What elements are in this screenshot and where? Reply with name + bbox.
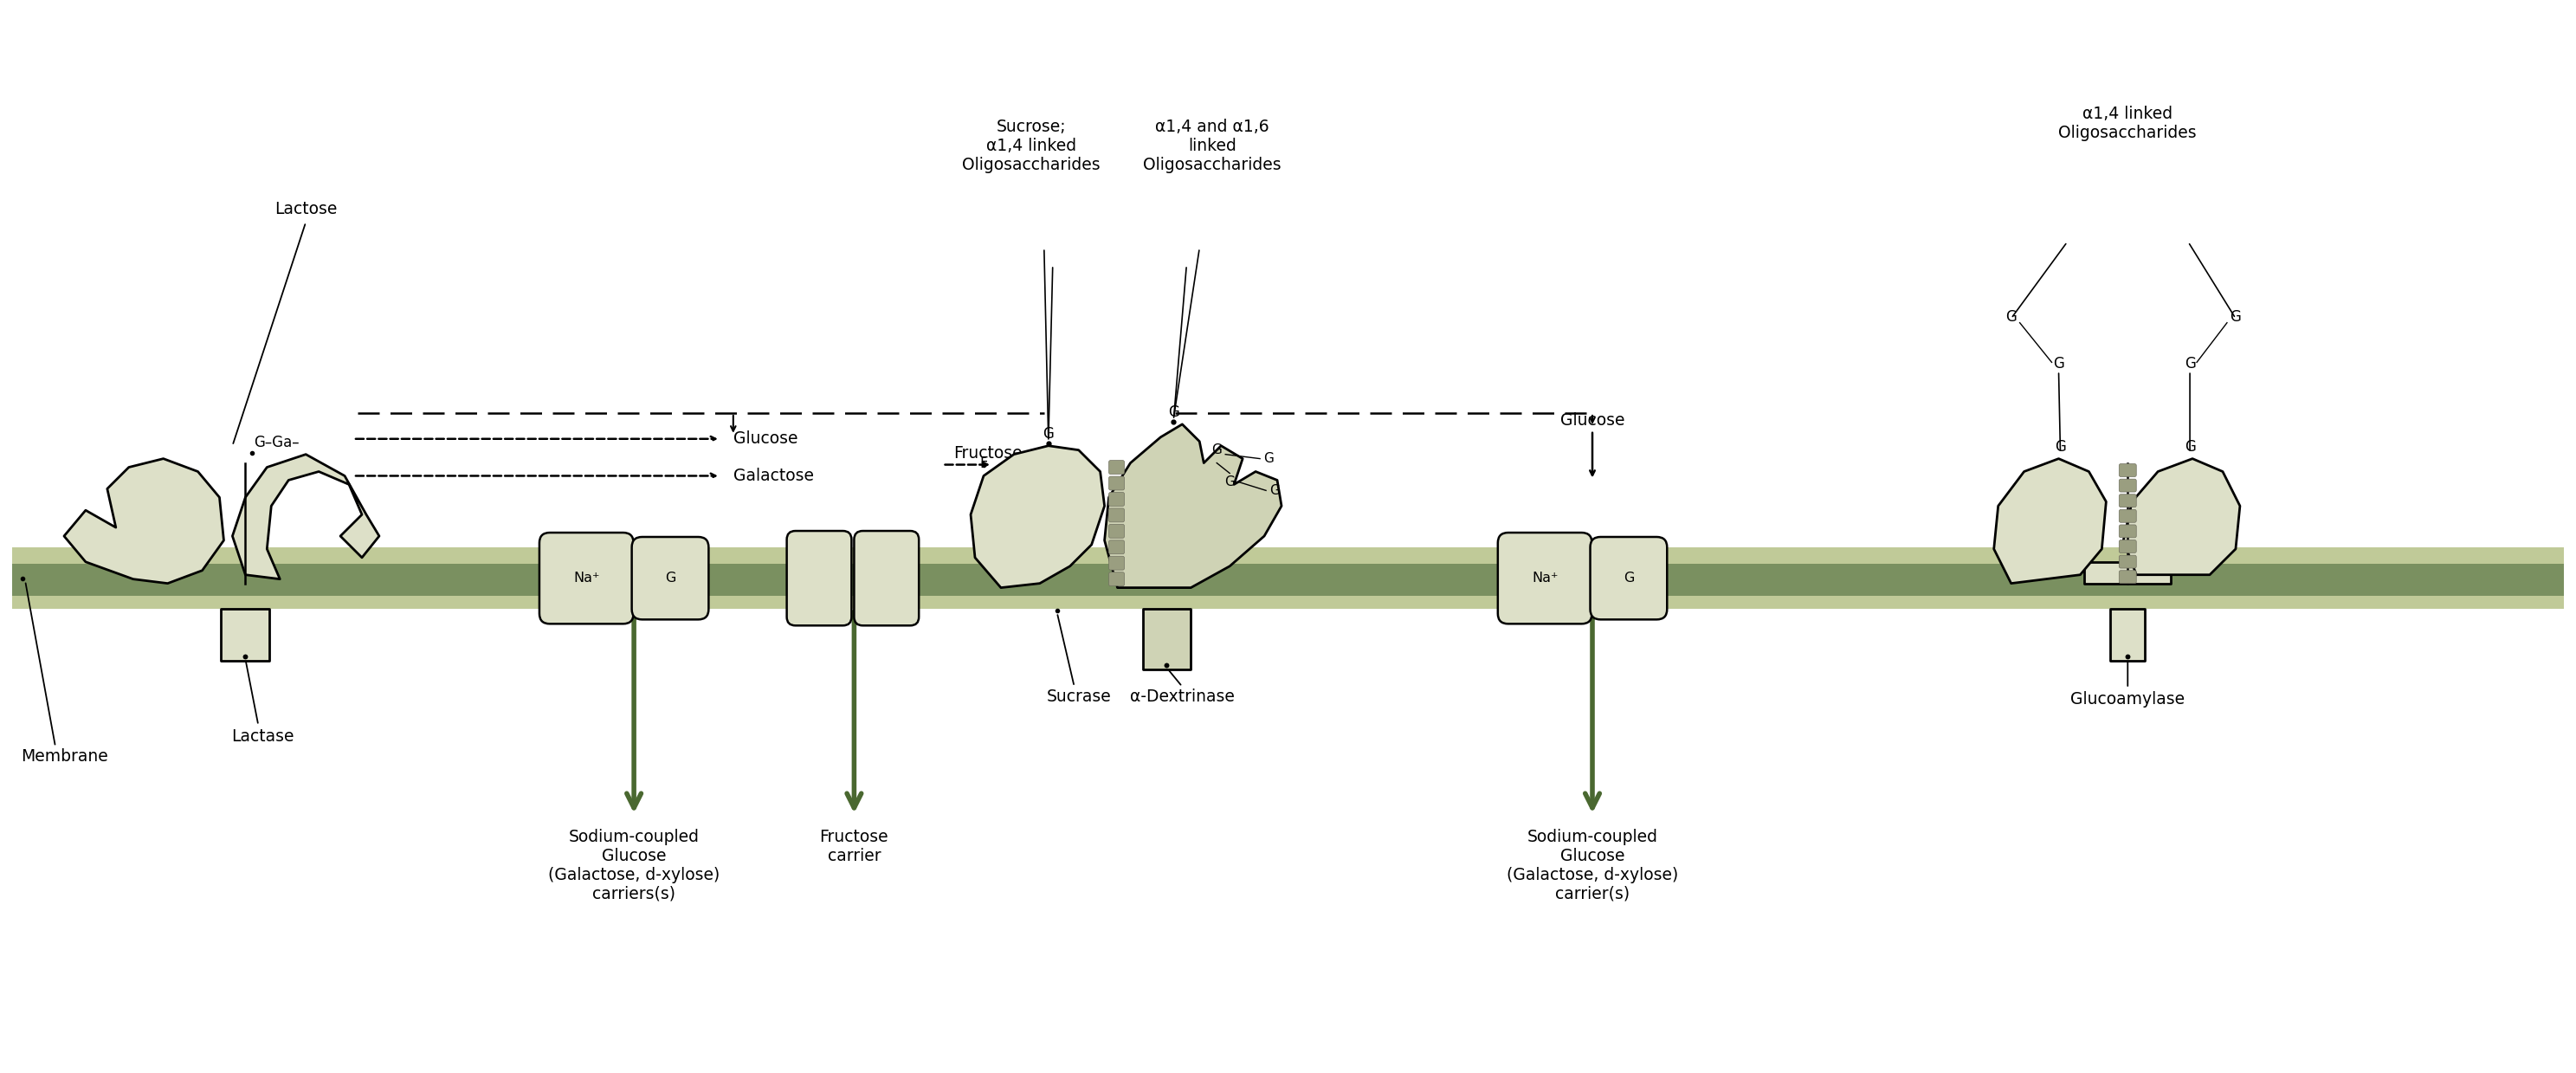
Text: Na⁺: Na⁺ [1533, 572, 1558, 585]
Text: Sodium-coupled
Glucose
(Galactose, d-xylose)
carrier(s): Sodium-coupled Glucose (Galactose, d-xyl… [1507, 828, 1677, 902]
FancyBboxPatch shape [1589, 536, 1667, 619]
Polygon shape [1144, 609, 1190, 670]
FancyBboxPatch shape [855, 531, 920, 626]
Text: G: G [2053, 356, 2063, 372]
Polygon shape [2123, 458, 2241, 575]
FancyBboxPatch shape [1497, 532, 1592, 623]
Text: G: G [1262, 452, 1273, 466]
Polygon shape [971, 445, 1105, 588]
Polygon shape [2084, 562, 2172, 584]
Text: G: G [665, 572, 675, 585]
FancyBboxPatch shape [2120, 571, 2136, 584]
FancyBboxPatch shape [538, 532, 634, 623]
FancyBboxPatch shape [2120, 479, 2136, 491]
Text: Lactase: Lactase [232, 727, 294, 745]
FancyBboxPatch shape [1108, 525, 1123, 538]
Text: G: G [1270, 484, 1280, 497]
Text: G: G [2007, 309, 2017, 324]
Text: G: G [1043, 426, 1054, 441]
Text: G: G [2184, 439, 2195, 454]
FancyBboxPatch shape [2120, 540, 2136, 553]
Text: G: G [1167, 405, 1180, 420]
FancyBboxPatch shape [1108, 509, 1123, 523]
Polygon shape [2110, 609, 2146, 661]
Text: α1,4 linked
Oligosaccharides: α1,4 linked Oligosaccharides [2058, 106, 2197, 142]
FancyBboxPatch shape [2120, 495, 2136, 508]
Text: Glucose: Glucose [734, 430, 799, 447]
Text: Glucose: Glucose [1561, 412, 1625, 428]
Text: Glucoamylase: Glucoamylase [2071, 691, 2184, 707]
Text: F: F [979, 455, 987, 471]
Bar [13, 547, 2563, 609]
Text: Lactose: Lactose [276, 202, 337, 218]
Text: G: G [2231, 309, 2241, 324]
Text: Fructose
carrier: Fructose carrier [819, 828, 889, 864]
FancyBboxPatch shape [786, 531, 853, 626]
FancyBboxPatch shape [2120, 510, 2136, 523]
Polygon shape [64, 458, 224, 584]
FancyBboxPatch shape [1108, 572, 1123, 586]
Text: Na⁺: Na⁺ [574, 572, 600, 585]
FancyBboxPatch shape [2120, 555, 2136, 568]
Text: Sodium-coupled
Glucose
(Galactose, d-xylose)
carriers(s): Sodium-coupled Glucose (Galactose, d-xyl… [549, 828, 719, 902]
Polygon shape [1994, 458, 2107, 584]
Polygon shape [232, 454, 379, 579]
Text: G: G [1224, 475, 1234, 488]
FancyBboxPatch shape [1108, 540, 1123, 554]
FancyBboxPatch shape [1108, 556, 1123, 570]
Text: Galactose: Galactose [734, 468, 814, 484]
Text: G–Ga–: G–Ga– [255, 435, 299, 450]
Text: Sucrose;
α1,4 linked
Oligosaccharides: Sucrose; α1,4 linked Oligosaccharides [961, 119, 1100, 174]
Text: G: G [1623, 572, 1633, 585]
Text: Fructose: Fructose [953, 445, 1023, 461]
Polygon shape [1105, 424, 1280, 588]
Text: G: G [2056, 439, 2066, 454]
Text: Membrane: Membrane [21, 749, 108, 765]
Text: α1,4 and α1,6
linked
Oligosaccharides: α1,4 and α1,6 linked Oligosaccharides [1144, 119, 1280, 174]
FancyBboxPatch shape [1108, 476, 1123, 490]
Text: Sucrase: Sucrase [1046, 688, 1110, 705]
FancyBboxPatch shape [2120, 525, 2136, 538]
Polygon shape [222, 609, 270, 661]
FancyBboxPatch shape [1108, 460, 1123, 474]
Text: α-Dextrinase: α-Dextrinase [1131, 688, 1234, 705]
FancyBboxPatch shape [2120, 464, 2136, 476]
FancyBboxPatch shape [631, 536, 708, 619]
FancyBboxPatch shape [1108, 493, 1123, 506]
Text: G: G [1211, 443, 1221, 456]
Bar [13, 563, 2563, 596]
Text: G: G [2184, 356, 2195, 372]
